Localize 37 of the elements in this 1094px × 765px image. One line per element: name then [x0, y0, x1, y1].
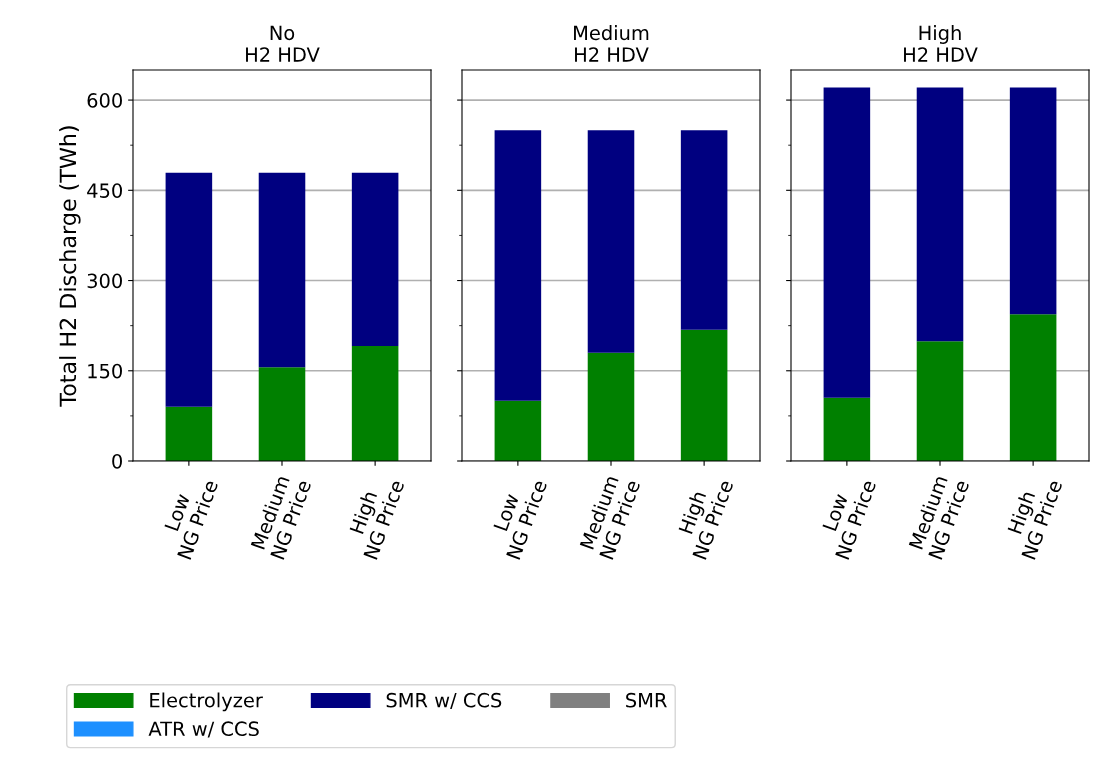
y-axis-title: Total H2 Discharge (TWh): [59, 126, 81, 407]
y-tick-label: 450: [87, 183, 122, 198]
x-tick-label: High NG Price: [349, 479, 405, 560]
chart-title: Medium H2 HDV: [574, 25, 649, 62]
bar: [494, 130, 542, 401]
y-tick-label: 150: [88, 363, 122, 379]
bar: [680, 130, 728, 330]
y-tick-label: 600: [87, 93, 122, 108]
y-tick-label: 300: [87, 273, 122, 289]
bar: [351, 172, 399, 347]
bar: [165, 406, 213, 461]
bar: [823, 87, 871, 398]
bar: [680, 329, 728, 461]
legend-label: SMR w/ CCS: [386, 692, 502, 710]
x-tick-label: Low NG Price: [164, 479, 219, 560]
bar: [1009, 314, 1057, 461]
x-tick-label: High NG Price: [1007, 479, 1063, 560]
legend-label: ATR w/ CCS: [148, 721, 259, 738]
x-tick-label: High NG Price: [678, 479, 734, 560]
bar: [823, 397, 871, 461]
x-tick-label: Low NG Price: [493, 479, 548, 560]
legend-label: SMR: [626, 692, 667, 708]
y-tick-label: 0: [112, 453, 122, 469]
bar: [587, 130, 635, 353]
bar: [916, 87, 964, 342]
bar: [351, 346, 399, 461]
x-tick-label: Low NG Price: [822, 479, 877, 560]
bar: [165, 172, 213, 407]
chart-title: No H2 HDV: [246, 25, 320, 62]
legend-label: Electrolyzer: [150, 692, 263, 712]
bar: [258, 172, 306, 368]
bar: [494, 400, 542, 461]
bar: [587, 352, 635, 461]
bar: [1009, 87, 1057, 315]
chart-title: High H2 HDV: [904, 25, 978, 62]
bar: [916, 341, 964, 461]
bar: [258, 367, 306, 461]
